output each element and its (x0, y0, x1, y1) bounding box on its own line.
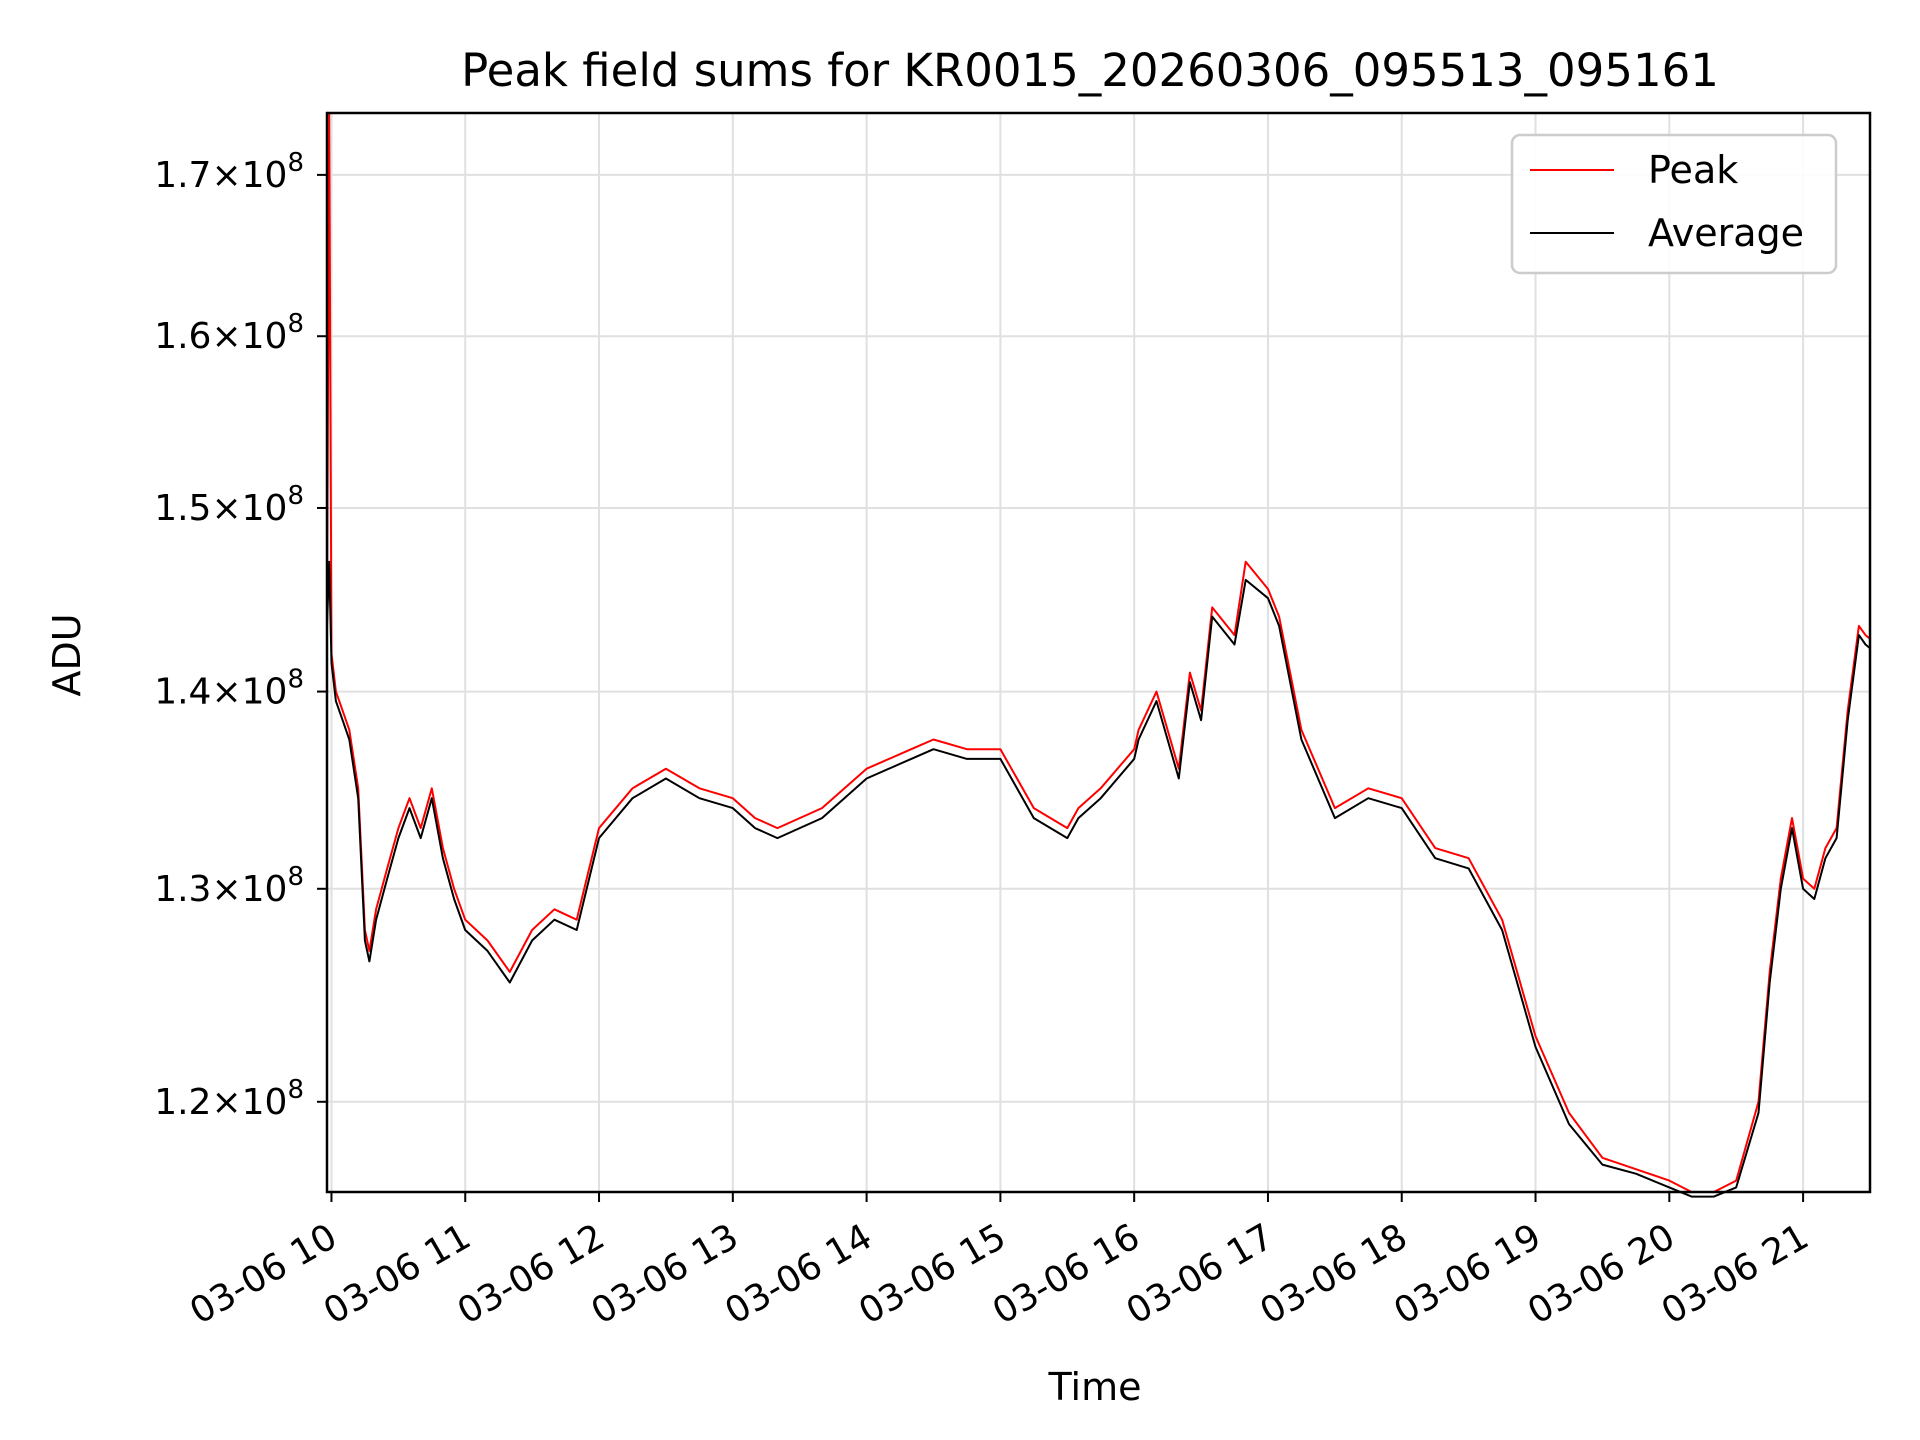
series-line-peak (326, 112, 1871, 1193)
series-layer (326, 112, 1871, 1198)
legend-label-average: Average (1648, 211, 1804, 255)
y-tick-label: 1.3×108 (154, 862, 304, 910)
legend-label-peak: Peak (1648, 148, 1738, 192)
series-line-average (326, 560, 1871, 1198)
axes (325, 111, 1872, 1194)
x-axis-label: Time (1048, 1365, 1142, 1409)
grid (327, 113, 1870, 1192)
y-tick-label: 1.5×108 (154, 481, 304, 529)
y-axis-label: ADU (45, 613, 89, 696)
y-axis-ticks: 1.2×108 1.3×108 1.4×108 1.5×108 1.6×108 1.7×1… (154, 148, 327, 1123)
plot-frame (325, 111, 1872, 1194)
y-tick-label: 1.6×108 (154, 309, 304, 357)
y-tick-label: 1.2×108 (154, 1075, 304, 1123)
legend: Peak Average (1510, 133, 1838, 275)
y-tick-label: 1.7×108 (154, 148, 304, 196)
y-tick-label: 1.4×108 (154, 665, 304, 713)
chart-title: Peak field sums for KR0015_20260306_0955… (461, 44, 1719, 97)
